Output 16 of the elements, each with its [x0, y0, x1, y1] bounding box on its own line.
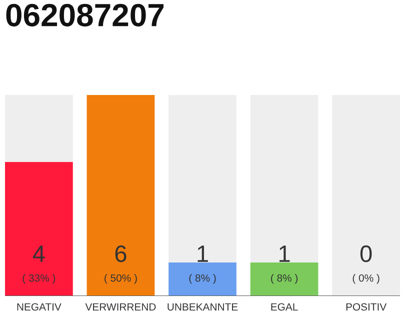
data-label: 1	[198, 246, 208, 262]
chart-title: 062087207	[6, 4, 164, 26]
x-tick-label: VERWIRREND	[85, 303, 156, 310]
x-tick-label: NEGATIV	[17, 303, 62, 311]
annotation: ( 8% )	[189, 274, 216, 284]
annotation: ( 33% )	[22, 274, 56, 284]
annotation: ( 50% )	[104, 274, 137, 284]
data-label: 6	[115, 245, 126, 262]
annotation: ( 8% )	[271, 274, 298, 284]
data-label: 1	[280, 246, 290, 262]
annotation: ( 0% )	[352, 274, 380, 284]
annotation: 0	[360, 245, 372, 262]
data-label: 4	[32, 246, 45, 262]
x-tick-label: POSITIV	[346, 303, 387, 311]
x-tick-label: UNBEKANNTE	[168, 303, 238, 311]
x-tick-label: EGAL	[271, 303, 298, 311]
